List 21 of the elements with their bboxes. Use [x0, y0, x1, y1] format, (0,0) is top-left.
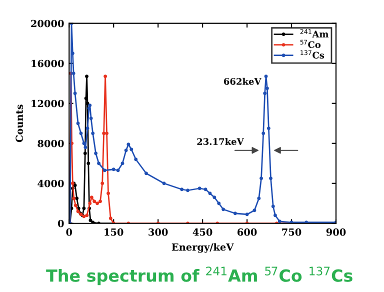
y-tick-label: 4000 — [38, 180, 64, 188]
x-tick-label: 450 — [192, 228, 212, 236]
text: The spectrum of $^{241}$Am $^{57}$Co $^{137}$Cs — [46, 266, 352, 286]
y-axis-title: Counts — [16, 104, 23, 142]
x-tick-label: 750 — [282, 228, 302, 236]
annotation: 662keV — [224, 78, 262, 85]
y-tick-label: 8000 — [38, 140, 64, 148]
legend-label: $^{137}$Cs — [300, 50, 324, 59]
y-tick-label: 16000 — [32, 60, 64, 68]
y-tick-label: 12000 — [32, 100, 64, 108]
legend-label: $^{241}$Am — [300, 29, 329, 38]
x-tick-label: 300 — [148, 228, 168, 236]
y-tick-label: 20000 — [31, 20, 64, 28]
x-tick-label: 900 — [326, 228, 346, 236]
legend-label: $^{57}$Co — [300, 40, 321, 48]
y-tick-label: 0 — [58, 220, 64, 228]
x-tick-label: 150 — [104, 228, 124, 236]
x-tick-label: 0 — [66, 228, 72, 236]
annotation: 23.17keV — [197, 138, 244, 145]
x-tick-label: 600 — [238, 228, 257, 236]
x-axis-title: Energy/keV — [172, 243, 234, 253]
